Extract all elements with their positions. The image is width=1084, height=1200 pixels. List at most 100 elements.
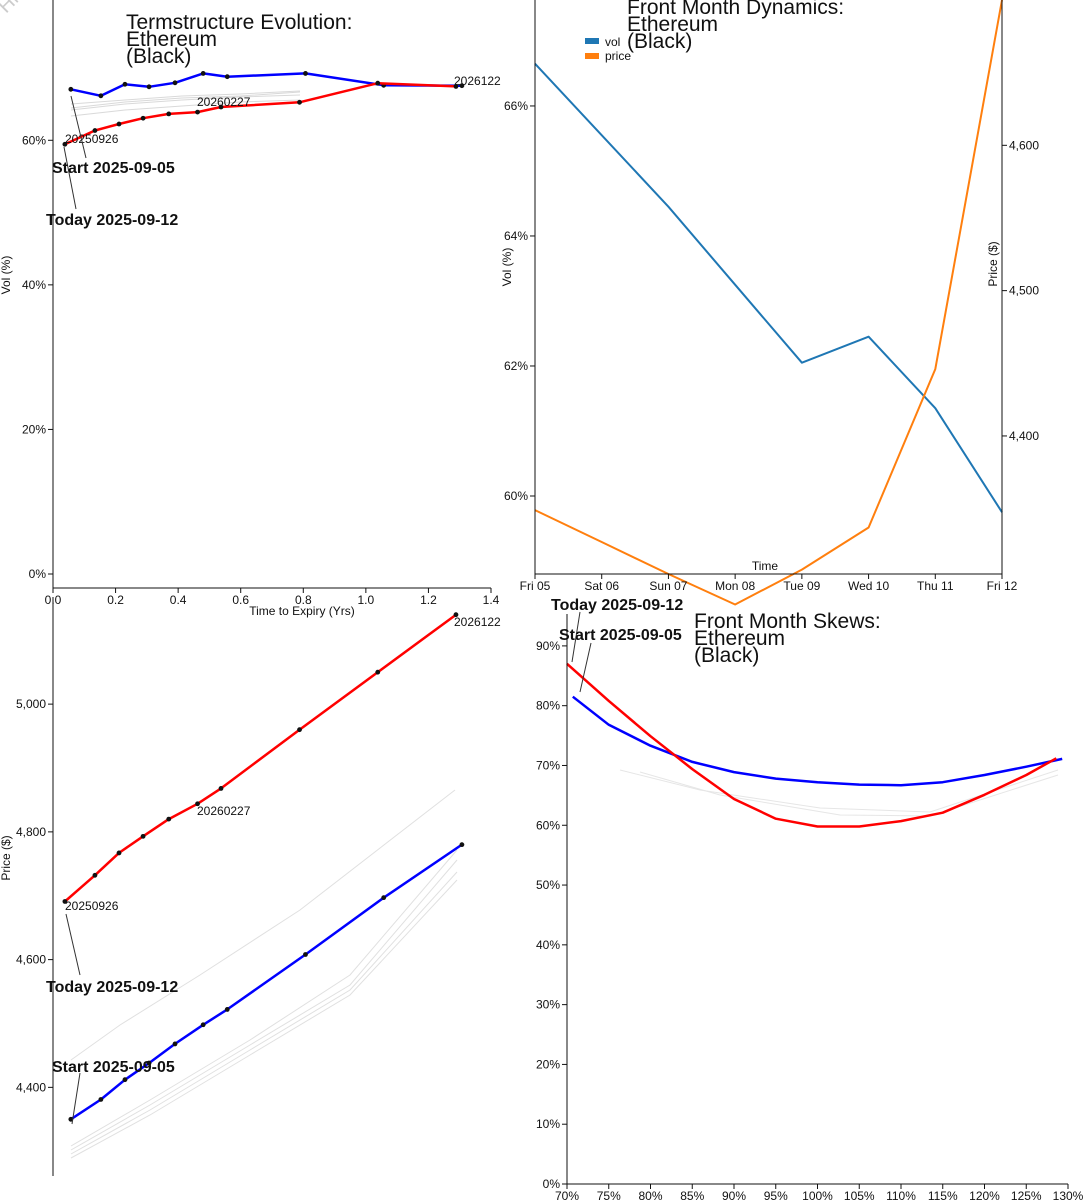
data-point (172, 80, 178, 86)
x-tick-label: Mon 08 (715, 579, 755, 593)
x-tick-label: 75% (597, 1189, 621, 1200)
y-axis-label: Price ($) (0, 835, 13, 880)
x-tick-label: Fri 12 (987, 579, 1018, 593)
data-point (195, 801, 200, 807)
x-axis: 70% 75% 80% 85% 90% 95% 100% 105% 110% 115% 120% 12… (555, 1183, 1084, 1200)
x-axis-label: Time to Expiry (Yrs) (249, 604, 355, 618)
data-point (218, 786, 224, 791)
y-tick-label: 4,800 (16, 825, 46, 839)
point-label-back: 2026122 (454, 615, 501, 629)
dynamics-chart: Fri 05 Sat 06 Sun 07 Mon 08 Tue 09 Wed 10 Thu … (500, 0, 1039, 606)
annotation-today: Today 2025-09-12 (46, 212, 178, 229)
data-point (166, 816, 172, 822)
x-tick-label: 0.4 (170, 593, 187, 607)
y-tick-label: 4,500 (1009, 284, 1039, 298)
x-tick-label: 125% (1011, 1189, 1042, 1200)
termstructure-chart: 0.0 0.2 0.4 0.6 0.8 1.0 1.2 1.4 0%20%40%60% Ter… (0, 0, 501, 618)
data-point (68, 86, 74, 92)
data-point (303, 71, 308, 76)
y-tick-label: 60% (504, 489, 528, 503)
annotation-start: Start 2025-09-05 (52, 160, 175, 177)
point-label-front: 20250926 (65, 899, 119, 913)
x-tick-label: 1.4 (483, 593, 500, 607)
data-point (297, 727, 302, 733)
y-axis: 0% 10% 20% 30% 40% 50% 60% 70% 80% 90% (536, 614, 568, 1191)
y-axis-label-right: Price ($) (986, 241, 1000, 286)
series-line-start-2025-09-05 (70, 843, 463, 1121)
x-tick-label: Sun 07 (649, 579, 687, 593)
data-point (218, 104, 224, 110)
legend-swatch-vol (585, 38, 599, 44)
watermark: Hi (0, 0, 23, 18)
history-curves (619, 769, 1059, 817)
y-axis: 4,400 4,600 4,800 5,000 (16, 597, 54, 1176)
x-axis-label: Time (752, 559, 779, 573)
y-tick-label: 50% (536, 878, 560, 892)
x-tick-label: Fri 05 (520, 579, 551, 593)
data-point (195, 109, 200, 115)
y-tick-label: 40% (22, 278, 46, 292)
series-line-start-2025-09-05 (70, 72, 462, 98)
legend-label-vol: vol (605, 35, 620, 49)
chart-title-line-3: (Black) (627, 30, 692, 53)
x-tick-label: 0.2 (107, 593, 124, 607)
y-tick-label: 70% (536, 758, 560, 772)
y-tick-label: 30% (536, 998, 560, 1012)
data-point (224, 74, 230, 80)
y-tick-label: 20% (22, 422, 46, 436)
series-line-price (534, 0, 1003, 606)
data-point (453, 612, 459, 618)
point-label-mid: 20260227 (197, 804, 251, 818)
y-tick-label: 4,600 (16, 953, 46, 967)
data-point (303, 952, 308, 957)
series-line-today-2025-09-12 (566, 662, 1057, 828)
annotation-start: Start 2025-09-05 (52, 1059, 175, 1076)
chart-title-line-2: Ethereum (126, 28, 217, 51)
y-tick-label: 40% (536, 938, 560, 952)
history-curves (70, 90, 301, 117)
point-label-front: 20250926 (65, 132, 119, 146)
series-lines (534, 0, 1003, 606)
chart-title-line-3: (Black) (694, 644, 759, 667)
data-point (146, 84, 152, 90)
x-tick-label: Sat 06 (584, 579, 619, 593)
series-line-today-2025-09-12 (64, 81, 457, 146)
y-axis-label: Vol (%) (0, 256, 13, 295)
annotation-arrow-start (70, 95, 87, 159)
data-point (122, 81, 128, 87)
y-tick-label: 4,600 (1009, 138, 1039, 152)
data-point (146, 1060, 152, 1066)
data-point (381, 895, 387, 901)
chart-title-line-3: (Black) (126, 45, 191, 68)
x-tick-label: Wed 10 (848, 579, 889, 593)
y-tick-label: 4,400 (1009, 429, 1039, 443)
annotation-start: Start 2025-09-05 (559, 627, 682, 644)
annotation-arrow-start (71, 1072, 81, 1125)
x-tick-label: 95% (764, 1189, 788, 1200)
point-label-back: 2026122 (454, 74, 501, 88)
data-point (375, 669, 381, 675)
x-tick-label: 115% (928, 1189, 958, 1200)
y-tick-label: 60% (536, 818, 560, 832)
x-tick-label: 0.8 (295, 593, 312, 607)
y-tick-label: 10% (536, 1117, 560, 1131)
x-tick-label: 1.2 (420, 593, 437, 607)
y-tick-label: 5,000 (16, 697, 46, 711)
data-point (297, 99, 302, 105)
chart-title-line-2: Ethereum (694, 627, 785, 650)
x-tick-label: 130% (1053, 1189, 1084, 1200)
x-tick-label: Tue 09 (783, 579, 820, 593)
data-point (140, 115, 146, 121)
y-tick-label: 66% (504, 99, 528, 113)
y-axis-right: 4,400 4,500 4,600 (1001, 0, 1039, 574)
skew-chart: 70% 75% 80% 85% 90% 95% 100% 105% 110% 115% 120% 12… (536, 597, 1084, 1200)
x-tick-label: 105% (844, 1189, 875, 1200)
series-line-today-2025-09-12 (64, 613, 457, 903)
series-lines (566, 662, 1063, 828)
data-point (375, 80, 381, 86)
data-point (172, 1041, 178, 1047)
legend-swatch-price (585, 53, 599, 59)
y-tick-label: 62% (504, 359, 528, 373)
annotation-arrow-today (571, 611, 581, 663)
series-line-start-2025-09-05 (572, 695, 1063, 787)
